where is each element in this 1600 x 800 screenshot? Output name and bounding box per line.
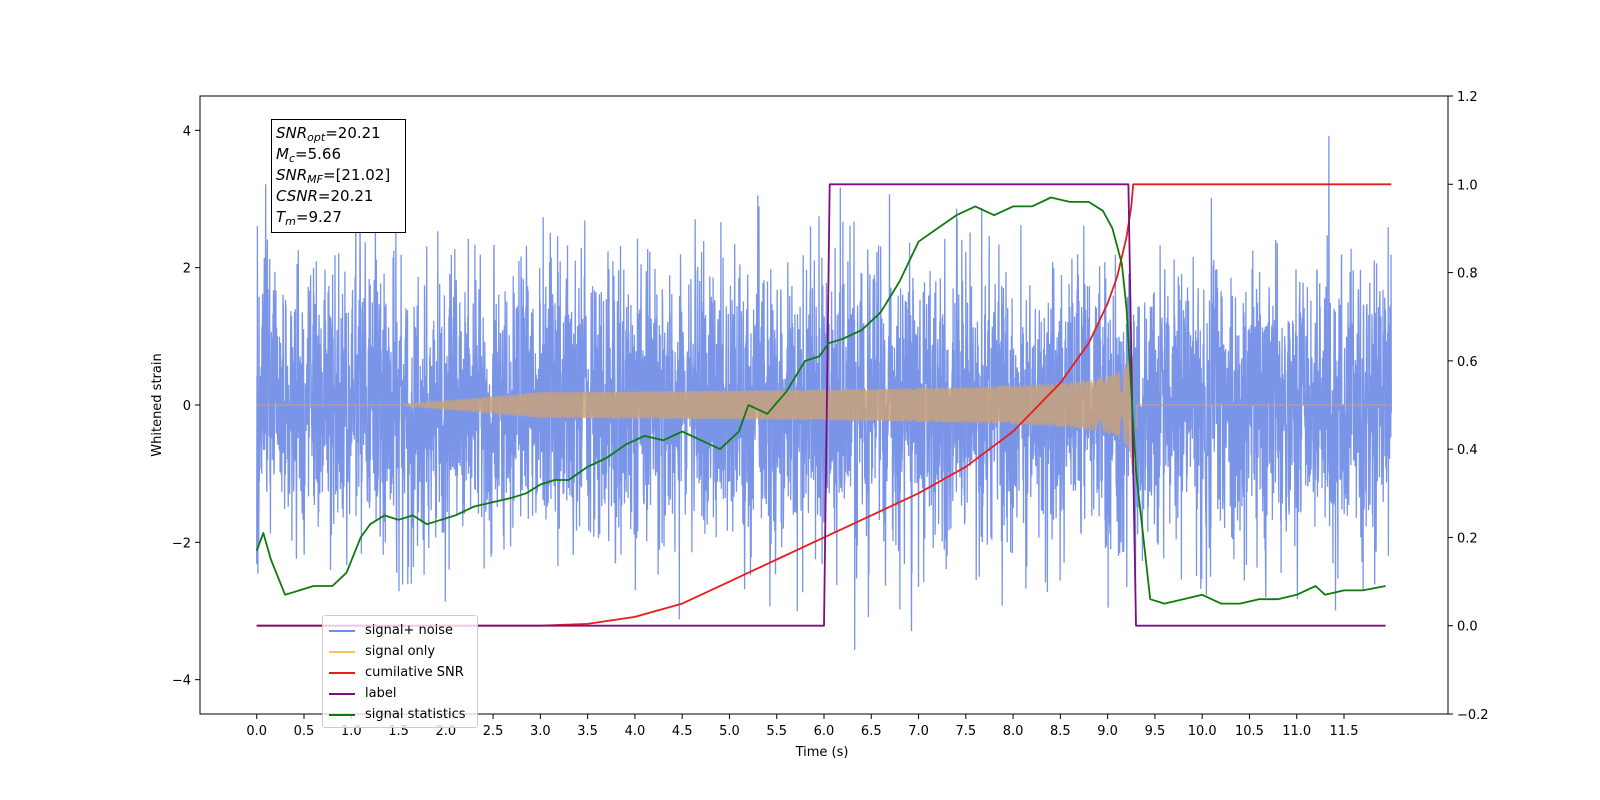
y-right-tick-label: 0.8 [1457, 267, 1478, 282]
x-tick-label: 11.0 [1282, 724, 1311, 739]
snr-mf-annotation: SNRMF=[21.02] [276, 166, 391, 186]
legend-swatch [329, 629, 355, 632]
chirp-mass-annotation: Mc=5.66 [276, 145, 341, 165]
x-tick-label: 0.0 [246, 724, 267, 739]
y-right-tick-label: 1.2 [1457, 90, 1478, 105]
x-tick-label: 5.0 [719, 724, 740, 739]
legend-swatch [329, 671, 355, 674]
x-tick-label: 7.0 [908, 724, 929, 739]
series-signal-statistics [255, 196, 1386, 605]
legend-label: signal+ noise [365, 623, 454, 638]
y-right-tick-label: 0.2 [1457, 531, 1478, 546]
series-signal-only [256, 356, 1392, 466]
legend-entry-signal-statistics: signal statistics [329, 704, 471, 725]
snr-opt-annotation: SNRopt=20.21 [276, 124, 381, 144]
y-right-tick-label: −0.2 [1457, 708, 1489, 723]
y-axis-left: 4 2 0 −2 −4 [172, 124, 200, 689]
x-tick-label: 10.5 [1235, 724, 1264, 739]
legend: signal+ noise signal only cumilative SNR… [322, 615, 478, 728]
merger-time-annotation: Tm=9.27 [276, 208, 342, 228]
y-right-tick-label: 0.0 [1457, 620, 1478, 635]
x-tick-label: 5.5 [766, 724, 787, 739]
x-tick-label: 3.5 [577, 724, 598, 739]
x-tick-label: 3.0 [530, 724, 551, 739]
legend-swatch [329, 692, 355, 695]
y-right-tick-label: 1.0 [1457, 178, 1478, 193]
x-tick-label: 4.0 [625, 724, 646, 739]
x-tick-label: 8.0 [1003, 724, 1024, 739]
x-tick-label: 8.5 [1050, 724, 1071, 739]
legend-swatch [329, 713, 355, 716]
legend-entry-signal-only: signal only [329, 641, 471, 662]
x-tick-label: 10.0 [1188, 724, 1217, 739]
x-tick-label: 6.0 [814, 724, 835, 739]
legend-label: signal statistics [365, 707, 466, 722]
x-tick-label: 9.0 [1097, 724, 1118, 739]
legend-label: label [365, 686, 397, 701]
y-tick-label: −2 [172, 536, 191, 551]
x-tick-label: 0.5 [294, 724, 315, 739]
x-tick-label: 7.5 [955, 724, 976, 739]
legend-label: signal only [365, 644, 436, 659]
y-tick-label: 0 [183, 399, 191, 414]
legend-entry-cumulative-snr: cumilative SNR [329, 662, 471, 683]
annotation-box: SNRopt=20.21 Mc=5.66 SNRMF=[21.02] CSNR=… [271, 119, 406, 233]
y-axis-right: 1.2 1.0 0.8 0.6 0.4 0.2 0.0 −0.2 [1448, 90, 1489, 723]
y-right-tick-label: 0.4 [1457, 443, 1478, 458]
legend-entry-label: label [329, 683, 471, 704]
x-axis-label: Time (s) [795, 745, 849, 760]
x-tick-label: 9.5 [1145, 724, 1166, 739]
csnr-annotation: CSNR=20.21 [276, 187, 374, 205]
legend-swatch [329, 650, 355, 653]
legend-label: cumilative SNR [365, 665, 464, 680]
y-tick-label: −4 [172, 674, 191, 689]
legend-entry-signal-noise: signal+ noise [329, 620, 471, 641]
x-tick-label: 2.5 [483, 724, 504, 739]
x-tick-label: 6.5 [861, 724, 882, 739]
plot-area [255, 135, 1392, 650]
y-axis-label: Whitened strain [150, 353, 165, 456]
y-tick-label: 2 [183, 262, 191, 277]
x-tick-label: 4.5 [672, 724, 693, 739]
y-right-tick-label: 0.6 [1457, 355, 1478, 370]
series-label [256, 183, 1386, 627]
x-tick-label: 11.5 [1330, 724, 1359, 739]
y-tick-label: 4 [183, 124, 191, 139]
